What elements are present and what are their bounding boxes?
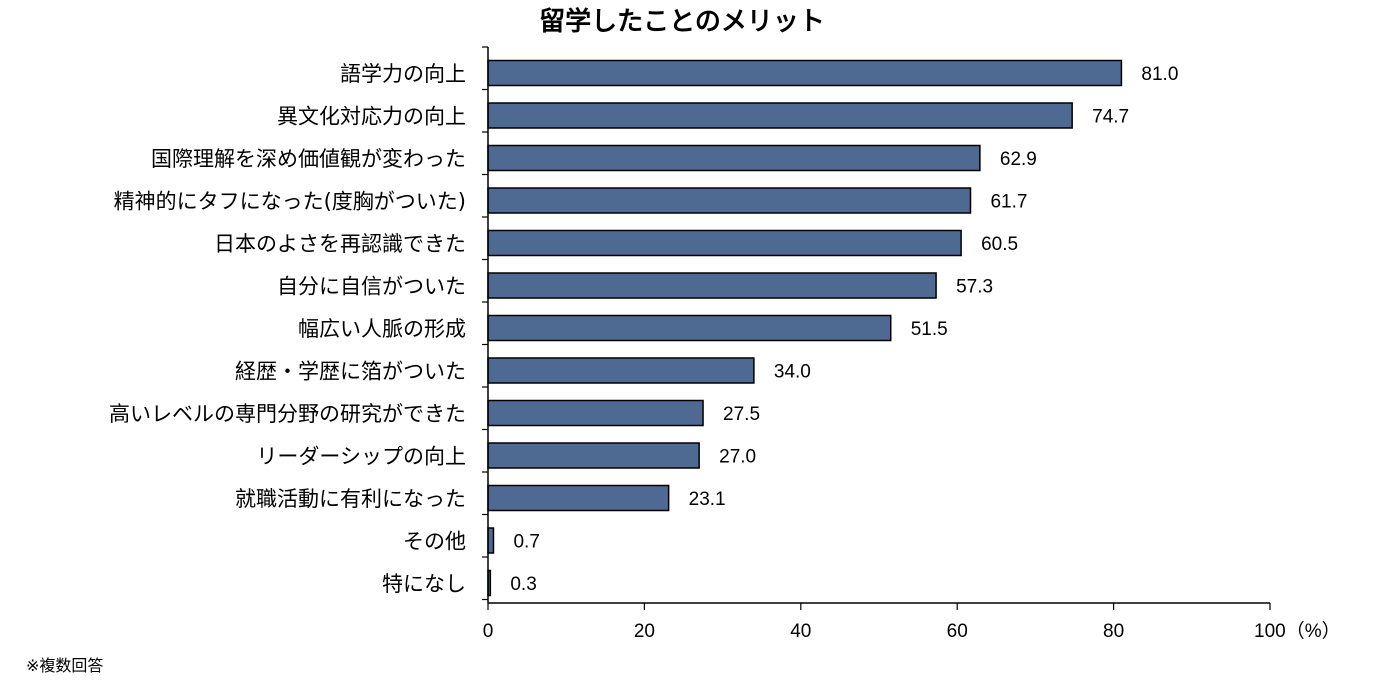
bar xyxy=(487,272,937,299)
bar xyxy=(487,144,981,172)
x-tick-label: 0 xyxy=(483,621,494,642)
category-label: 特になし xyxy=(382,572,466,596)
category-label: 幅広い人脈の形成 xyxy=(298,317,466,341)
bar xyxy=(487,484,670,512)
data-label: 27.5 xyxy=(723,404,760,425)
x-tick-label: 100（%） xyxy=(1254,620,1341,642)
data-label: 0.7 xyxy=(513,532,539,553)
bar xyxy=(487,357,755,384)
data-label: 57.3 xyxy=(956,277,993,298)
category-label: 自分に自信がついた xyxy=(277,275,466,299)
x-tick-label: 60 xyxy=(947,621,968,642)
category-label: 日本のよさを再認識できた xyxy=(214,232,466,256)
category-label: リーダーシップの向上 xyxy=(256,445,466,469)
data-label: 60.5 xyxy=(981,234,1018,255)
category-label: 語学力の向上 xyxy=(340,62,466,86)
chart-title: 留学したことのメリット xyxy=(539,6,825,37)
category-label: 国際理解を深め価値観が変わった xyxy=(151,147,466,171)
x-tick-label: 80 xyxy=(1103,621,1124,642)
data-label: 61.7 xyxy=(990,192,1027,213)
data-label: 81.0 xyxy=(1141,64,1178,85)
category-label: 就職活動に有利になった xyxy=(235,487,466,511)
bars-layer: 語学力の向上 81.0 異文化対応力の向上 74.7 国際理解を深め価値観が変わった 62… xyxy=(109,59,1178,597)
x-tick-label: 20 xyxy=(634,621,655,642)
category-label: その他 xyxy=(403,530,466,554)
bar xyxy=(487,229,962,257)
data-label: 51.5 xyxy=(911,319,948,340)
bar xyxy=(487,187,972,214)
bar xyxy=(487,59,1123,87)
bar xyxy=(487,399,704,427)
bar xyxy=(487,442,700,469)
bar xyxy=(487,527,495,554)
data-label: 34.0 xyxy=(774,362,811,383)
bar xyxy=(487,314,892,342)
data-label: 23.1 xyxy=(689,489,726,510)
data-label: 0.3 xyxy=(510,574,536,595)
bar xyxy=(487,102,1073,129)
category-label: 異文化対応力の向上 xyxy=(277,105,466,129)
data-label: 62.9 xyxy=(1000,149,1037,170)
axis-layer: 0 20 40 60 80 100（%） xyxy=(482,46,1341,642)
category-label: 精神的にタフになった(度胸がついた) xyxy=(114,190,466,214)
category-label: 高いレベルの専門分野の研究ができた xyxy=(109,402,466,426)
footnote: ※複数回答 xyxy=(26,656,104,675)
data-label: 27.0 xyxy=(719,447,756,468)
category-label: 経歴・学歴に箔がついた xyxy=(235,360,466,384)
x-tick-label: 40 xyxy=(790,621,811,642)
data-label: 74.7 xyxy=(1092,107,1129,128)
